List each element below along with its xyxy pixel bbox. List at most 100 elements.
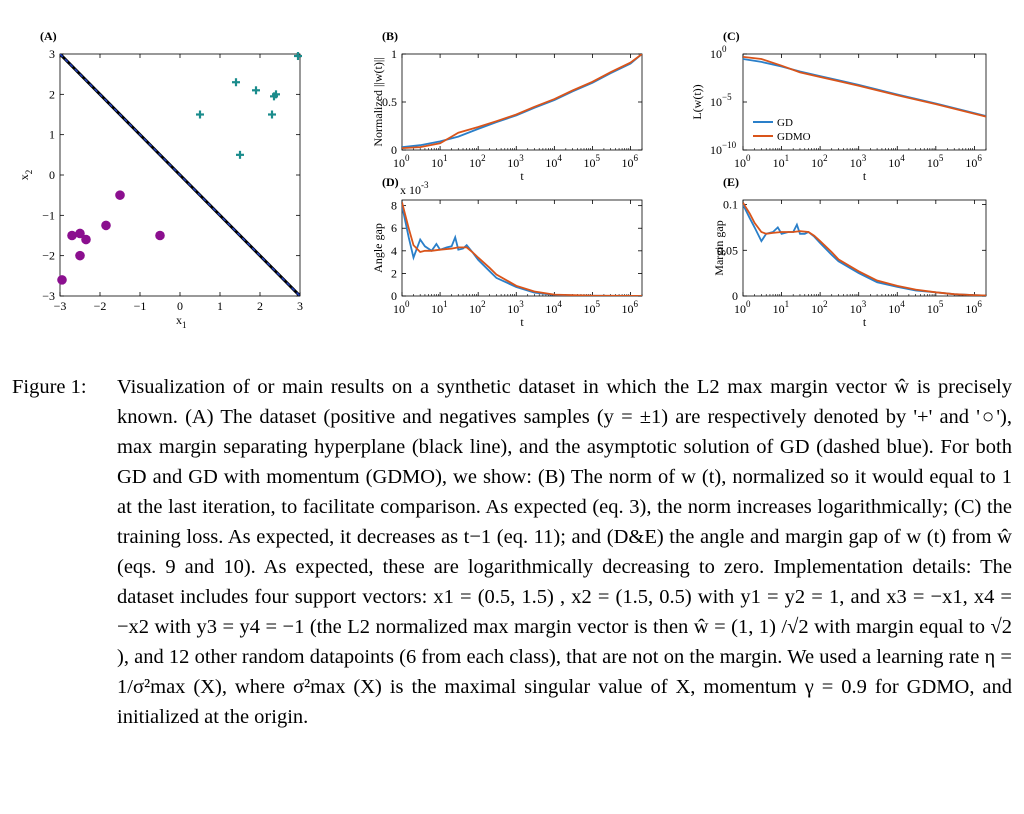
y-tick-label: −2 xyxy=(42,249,55,263)
x-tick-label: 103 xyxy=(507,299,524,316)
figure-caption: Figure 1: Visualization of or main resul… xyxy=(12,372,1012,732)
panel-label: (E) xyxy=(723,175,739,189)
y-tick-label: 3 xyxy=(49,47,55,61)
positive-sample xyxy=(294,52,302,61)
y-tick-label: 0.5 xyxy=(382,95,397,109)
x-tick-label: 105 xyxy=(583,153,600,170)
caption-lead: Figure 1: xyxy=(12,376,87,398)
panel-e: (E)100 101 102 103 104 105 10600.050.1tMargin … xyxy=(712,175,987,329)
y-tick-label: 4 xyxy=(391,244,397,258)
axes-frame xyxy=(401,53,643,151)
y-tick-label: 0.05 xyxy=(717,243,738,257)
y-tick-label: 0 xyxy=(49,168,55,182)
y-axis-label: Angle gap xyxy=(371,223,385,273)
panel-label: (C) xyxy=(723,29,740,43)
panel-label: (D) xyxy=(382,175,399,189)
negative-sample xyxy=(75,250,85,261)
y-tick-label: 0.1 xyxy=(723,198,738,212)
series-line-gdmo xyxy=(743,202,986,296)
negative-sample xyxy=(67,230,77,241)
legend-entry: GDMO xyxy=(777,131,811,143)
positive-sample xyxy=(268,110,276,119)
negative-sample xyxy=(57,275,67,285)
x-tick-label: 0 xyxy=(177,299,183,313)
x-tick-label: 103 xyxy=(850,153,867,170)
y-tick-label: −1 xyxy=(42,208,55,222)
y-tick-label: 1 xyxy=(391,47,397,61)
series-line-gdmo xyxy=(402,54,642,149)
figure-canvas: (A) −3 −2 −1 0 1 2 3 −3 −2 −1 0 1 2 3 x1 x2 (B) 100 101 102 1… xyxy=(17,29,987,330)
x-tick-label: 103 xyxy=(507,153,524,170)
plot-area xyxy=(402,54,642,149)
x-tick-label: 105 xyxy=(927,299,944,316)
panel-label: (B) xyxy=(382,29,398,43)
x-tick-label: 102 xyxy=(811,299,828,316)
x-tick-label: 101 xyxy=(773,299,790,316)
x-tick-label: 2 xyxy=(257,299,263,313)
y-axis-label: Normalized ||w(t)|| xyxy=(371,57,385,146)
x-tick-label: 103 xyxy=(850,299,867,316)
x-tick-label: 100 xyxy=(734,153,751,170)
plot-area xyxy=(60,54,300,296)
positive-sample xyxy=(252,86,260,95)
axes-frame xyxy=(742,199,987,297)
negative-sample xyxy=(115,190,125,200)
plot-area xyxy=(743,56,986,118)
x-tick-label: 104 xyxy=(545,299,562,316)
negative-sample xyxy=(101,220,111,231)
negative-sample xyxy=(155,230,165,241)
caption-text: Visualization of or main results on a sy… xyxy=(117,376,1012,728)
negative-sample xyxy=(75,228,85,239)
x-axis-label: x1 xyxy=(176,313,187,330)
panel-label: (A) xyxy=(40,29,57,43)
x-tick-label: 106 xyxy=(965,153,982,170)
x-tick-label: −2 xyxy=(94,299,107,313)
x-tick-label: 106 xyxy=(622,299,639,316)
x-tick-label: 1 xyxy=(217,299,223,313)
x-axis-label: t xyxy=(520,169,524,183)
x-tick-label: 102 xyxy=(811,153,828,170)
x-tick-label: 3 xyxy=(297,299,303,313)
x-tick-label: 105 xyxy=(583,299,600,316)
y-tick-label: 0 xyxy=(732,289,738,303)
y-tick-label: 10−10 xyxy=(710,140,737,157)
axes-frame xyxy=(401,199,643,297)
x-axis-label: t xyxy=(863,169,867,183)
series-line-gd xyxy=(402,54,642,148)
gd-asymptotic-line xyxy=(60,54,300,296)
caption-body: Visualization of or main results on a sy… xyxy=(117,372,1012,732)
y-tick-label: 2 xyxy=(49,87,55,101)
y-tick-label: 10−5 xyxy=(710,92,732,109)
series-line-gd xyxy=(743,204,986,296)
positive-sample xyxy=(196,110,204,119)
plot-area xyxy=(402,202,642,296)
positive-sample xyxy=(232,78,240,87)
x-tick-label: 106 xyxy=(965,299,982,316)
y-axis-label: x2 xyxy=(17,170,34,181)
y-scale-exp: -3 xyxy=(421,180,429,190)
series-line-gdmo xyxy=(743,56,986,118)
x-tick-label: −1 xyxy=(134,299,147,313)
x-axis-label: t xyxy=(863,315,867,329)
x-tick-label: 101 xyxy=(431,153,448,170)
series-line-gd xyxy=(402,205,642,296)
series-line-gdmo xyxy=(402,202,642,296)
legend-entry: GD xyxy=(777,117,793,129)
panel-a: (A) −3 −2 −1 0 1 2 3 −3 −2 −1 0 1 2 3 x1 x2 xyxy=(17,29,303,330)
y-tick-label: −3 xyxy=(42,289,55,303)
x-tick-label: 106 xyxy=(622,153,639,170)
x-tick-label: 101 xyxy=(431,299,448,316)
y-axis-label: Margin gap xyxy=(712,220,726,275)
y-tick-label: 100 xyxy=(710,44,727,61)
x-tick-label: 104 xyxy=(545,153,562,170)
y-scale-note: x 10-3 xyxy=(400,180,429,197)
legend: GD GDMO xyxy=(753,117,811,143)
x-tick-label: 105 xyxy=(927,153,944,170)
x-tick-label: 102 xyxy=(469,299,486,316)
plot-area xyxy=(743,202,986,296)
x-tick-label: −3 xyxy=(54,299,67,313)
y-tick-label: 8 xyxy=(391,199,397,213)
y-tick-label: 2 xyxy=(391,266,397,280)
positive-sample xyxy=(236,150,244,159)
